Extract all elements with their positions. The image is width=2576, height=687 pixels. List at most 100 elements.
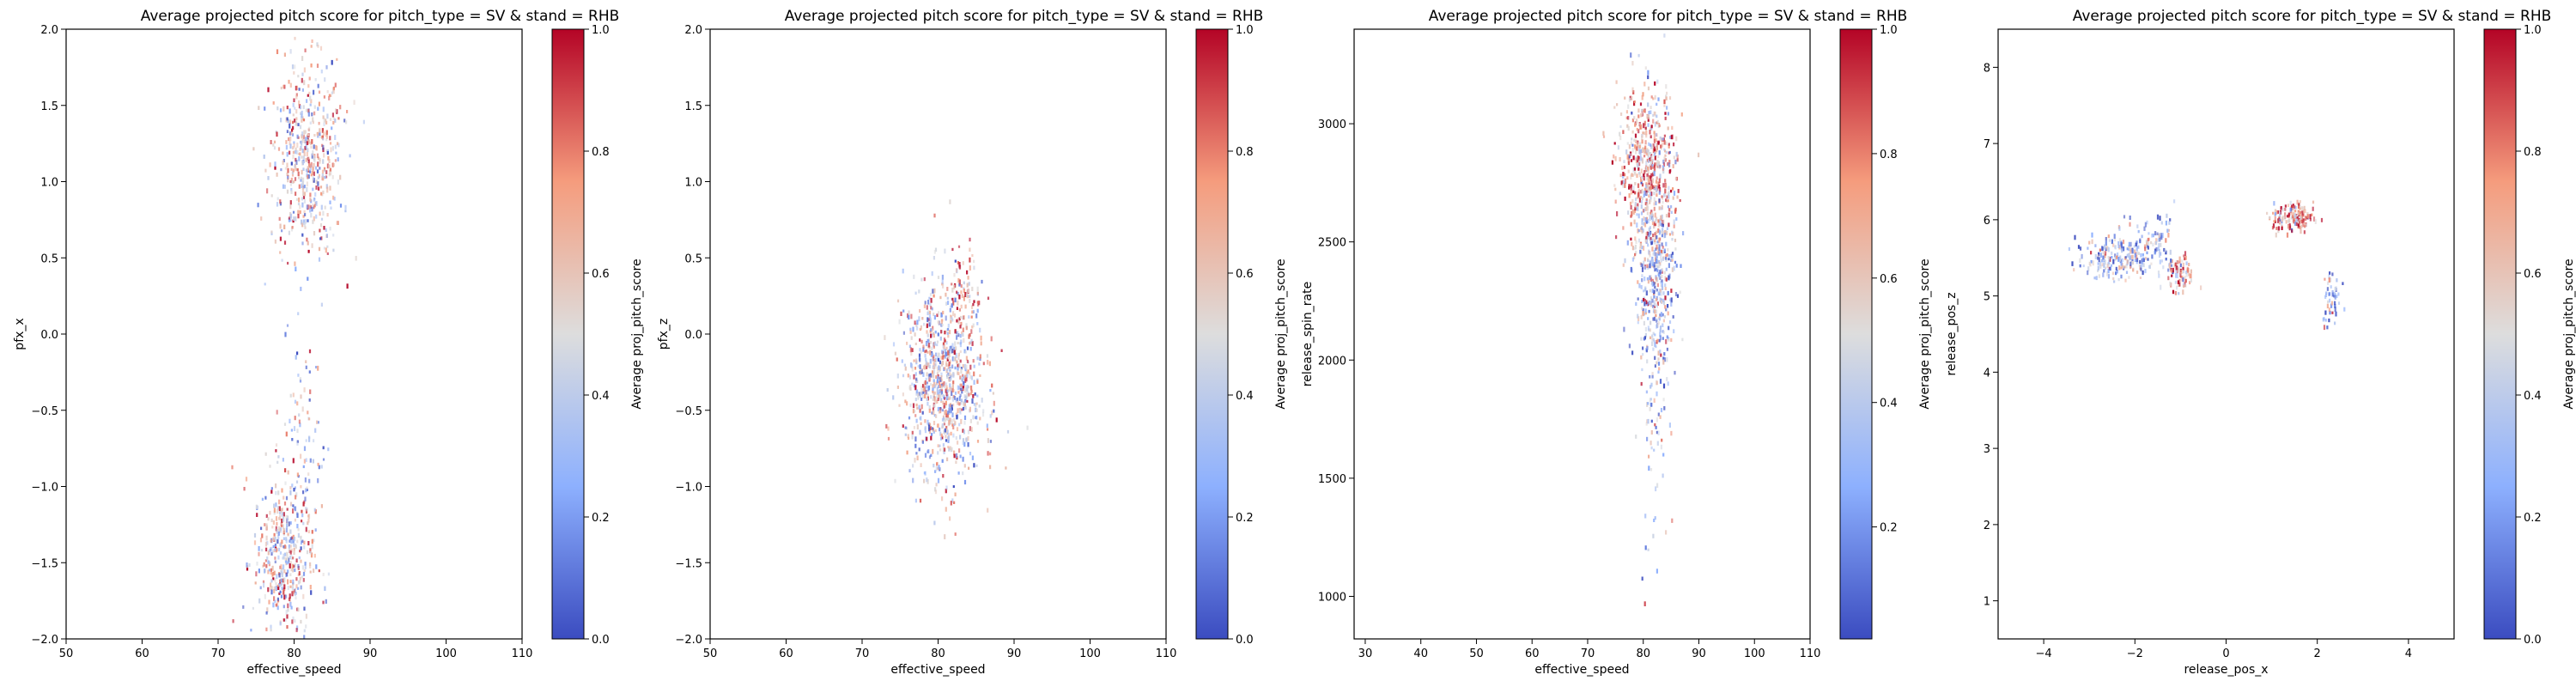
heatmap-cell <box>958 423 961 427</box>
heatmap-cell <box>1649 198 1652 203</box>
heatmap-cell <box>934 398 937 404</box>
heatmap-cell <box>295 157 297 162</box>
heatmap-cell <box>942 393 945 397</box>
heatmap-cell <box>289 539 291 543</box>
heatmap-cell <box>1636 196 1638 199</box>
heatmap-cell <box>957 372 960 375</box>
heatmap-cell <box>2181 276 2184 279</box>
heatmap-cell <box>2162 265 2165 270</box>
heatmap-cell <box>295 167 297 171</box>
heatmap-cell <box>961 331 963 335</box>
heatmap-cell <box>2129 241 2132 247</box>
colorbar-tick-label: 0.2 <box>1880 522 1898 535</box>
heatmap-cell <box>1658 163 1662 169</box>
heatmap-cell <box>1616 103 1619 106</box>
heatmap-cell <box>2146 220 2148 225</box>
heatmap-cell <box>2274 211 2277 216</box>
heatmap-cell <box>2122 246 2125 252</box>
heatmap-cell <box>1660 290 1662 296</box>
heatmap-cell <box>916 380 919 383</box>
heatmap-cell <box>301 185 304 190</box>
heatmap-cell <box>1659 415 1662 419</box>
heatmap-cell <box>2098 274 2100 278</box>
heatmap-cell <box>924 380 927 386</box>
heatmap-cell <box>299 105 302 110</box>
heatmap-cell <box>2329 310 2331 315</box>
heatmap-cell <box>1656 269 1659 272</box>
heatmap-cell <box>958 402 961 406</box>
heatmap-cell <box>232 619 234 623</box>
heatmap-cell <box>274 578 276 582</box>
heatmap-cell <box>937 358 940 362</box>
heatmap-cell <box>2272 223 2275 228</box>
heatmap-cell <box>926 330 928 334</box>
heatmap-cell <box>948 353 951 357</box>
heatmap-cell <box>1638 283 1641 289</box>
heatmap-cell <box>282 524 284 530</box>
heatmap-cell <box>1637 238 1641 243</box>
heatmap-cell <box>2304 225 2306 228</box>
heatmap-cell <box>1657 163 1660 169</box>
heatmap-cell <box>326 252 329 255</box>
heatmap-cell <box>252 147 255 151</box>
heatmap-cell <box>1637 53 1640 58</box>
heatmap-cell <box>2079 258 2081 263</box>
heatmap-cell <box>936 386 939 392</box>
heatmap-cell <box>2093 277 2096 280</box>
heatmap-cell <box>2326 325 2329 330</box>
x-tick-label: 90 <box>363 647 378 660</box>
heatmap-cell <box>285 140 288 144</box>
y-tick-label: 6 <box>1984 215 1990 228</box>
heatmap-cell <box>2108 239 2111 242</box>
heatmap-cell <box>301 509 303 514</box>
heatmap-cell <box>314 192 317 197</box>
heatmap-cell <box>929 292 933 296</box>
heatmap-cell <box>289 563 291 568</box>
heatmap-cell <box>1657 273 1660 277</box>
heatmap-cell <box>2312 206 2314 211</box>
heatmap-cell <box>2274 209 2277 213</box>
heatmap-cell <box>277 658 279 660</box>
heatmap-cell <box>936 313 939 318</box>
heatmap-cell <box>969 295 971 298</box>
heatmap-cell <box>303 149 306 154</box>
heatmap-cell <box>292 568 295 573</box>
heatmap-cell <box>301 180 304 186</box>
heatmap-cell <box>301 149 304 154</box>
heatmap-cell <box>1649 232 1651 236</box>
heatmap-cell <box>286 117 289 121</box>
heatmap-cell <box>1645 131 1648 136</box>
heatmap-cell <box>1653 133 1656 139</box>
heatmap-cell <box>928 310 932 314</box>
heatmap-cell <box>1673 219 1675 225</box>
heatmap-cell <box>304 223 307 228</box>
heatmap-cell <box>940 379 943 382</box>
heatmap-cell <box>1661 143 1663 148</box>
heatmap-cell <box>2131 260 2135 265</box>
heatmap-cell <box>1651 246 1654 252</box>
heatmap-cell <box>293 543 295 547</box>
heatmap-cell <box>309 548 312 553</box>
heatmap-cell <box>1620 180 1623 185</box>
heatmap-cell <box>329 118 332 121</box>
heatmap-cell <box>306 488 308 491</box>
heatmap-cell <box>987 296 990 301</box>
heatmap-cell <box>260 216 263 221</box>
heatmap-cell <box>2281 216 2283 222</box>
heatmap-cell <box>1655 201 1657 206</box>
heatmap-cell <box>1649 468 1653 471</box>
heatmap-cell <box>924 419 927 423</box>
heatmap-cell <box>964 350 967 354</box>
heatmap-cell <box>268 562 270 567</box>
heatmap-cells <box>231 36 365 660</box>
heatmap-cell <box>967 276 969 280</box>
heatmap-cell <box>2287 212 2290 217</box>
heatmap-cell <box>1665 198 1668 202</box>
heatmap-cell <box>1641 274 1643 278</box>
colorbar-label: Average proj_pitch_score <box>2562 258 2576 409</box>
heatmap-cell <box>2102 251 2105 255</box>
heatmap-cell <box>315 179 318 185</box>
heatmap-cell <box>927 374 930 380</box>
heatmap-cell <box>927 338 929 343</box>
heatmap-cell <box>1656 430 1658 435</box>
